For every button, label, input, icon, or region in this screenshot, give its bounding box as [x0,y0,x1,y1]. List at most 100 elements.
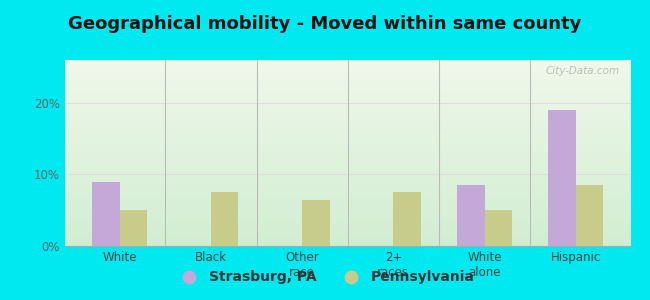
Text: City-Data.com: City-Data.com [545,66,619,76]
Bar [65,90,630,91]
Bar [65,67,630,68]
Bar [65,128,630,129]
Bar [65,180,630,181]
Bar [65,70,630,71]
Bar [65,192,630,193]
Bar [65,136,630,137]
Bar [65,131,630,132]
Bar [65,191,630,192]
Bar [65,113,630,114]
Bar [65,207,630,208]
Bar [65,109,630,110]
Bar [65,84,630,85]
Bar [65,80,630,81]
Bar [65,240,630,241]
Bar [65,164,630,165]
Bar [65,107,630,108]
Bar [65,230,630,231]
Bar [65,108,630,109]
Bar [65,125,630,126]
Bar [65,194,630,195]
Bar [549,110,576,246]
Bar [65,205,630,206]
Bar [65,64,630,66]
Bar [65,160,630,161]
Bar [65,78,630,79]
Bar [65,201,630,202]
Bar [65,157,630,158]
Bar [65,144,630,145]
Bar [65,115,630,116]
Bar [65,224,630,225]
Bar [65,238,630,239]
Bar [65,129,630,130]
Bar [65,68,630,69]
Bar [484,210,512,246]
Bar [65,243,630,244]
Bar [65,92,630,94]
Bar [65,197,630,198]
Bar [65,153,630,154]
Bar [65,81,630,82]
Bar [65,83,630,84]
Bar [65,234,630,235]
Bar [65,241,630,242]
Bar [65,231,630,232]
Bar [65,236,630,237]
Bar [65,138,630,139]
Bar [65,135,630,136]
Bar [65,82,630,83]
Bar [65,237,630,238]
Bar [65,103,630,104]
Bar [65,203,630,204]
Bar [65,119,630,120]
Bar [65,220,630,221]
Bar [65,145,630,146]
Bar [65,66,630,67]
Bar [65,196,630,197]
Bar [65,170,630,171]
Bar [65,152,630,153]
Bar [65,137,630,138]
Bar [65,217,630,218]
Bar [65,73,630,74]
Bar [65,98,630,99]
Bar [65,94,630,95]
Bar [65,168,630,169]
Bar [65,112,630,113]
Bar [65,179,630,180]
Bar [65,190,630,191]
Bar [65,106,630,107]
Bar [65,116,630,117]
Bar [65,126,630,127]
Bar [65,181,630,182]
Bar [65,232,630,233]
Bar [65,242,630,243]
Bar [576,185,603,246]
Bar [65,61,630,62]
Bar [65,176,630,177]
Bar [92,182,120,246]
Bar [393,192,421,246]
Bar [65,228,630,229]
Bar [65,188,630,189]
Bar [65,156,630,157]
Bar [65,159,630,160]
Bar [65,202,630,203]
Bar [65,143,630,144]
Bar [65,102,630,103]
Bar [65,104,630,105]
Bar [65,142,630,143]
Bar [65,96,630,97]
Bar [457,185,484,246]
Bar [65,204,630,205]
Bar [65,122,630,123]
Bar [65,175,630,176]
Bar [65,105,630,106]
Bar [65,187,630,188]
Bar [65,169,630,170]
Bar [65,178,630,179]
Bar [65,226,630,227]
Bar [65,166,630,167]
Bar [65,222,630,223]
